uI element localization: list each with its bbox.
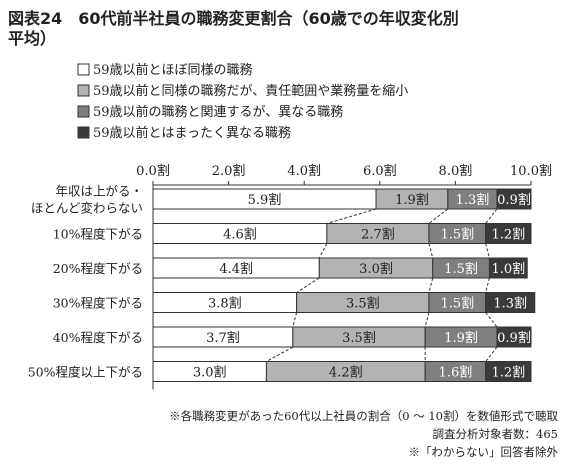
bar-label-r2-s0: 4.4割: [219, 261, 253, 277]
bar-label-r1-s0: 4.6割: [223, 227, 257, 243]
legend-label-1: 59歳以前と同様の職務だが、責任範囲や業務量を縮小: [93, 83, 408, 99]
bar-label-r2-s3: 1.0割: [491, 261, 525, 277]
bar-label-r1-s1: 2.7割: [361, 227, 395, 243]
bar-label-r0-s0: 5.9割: [248, 192, 282, 208]
bar-label-r3-s1: 3.5割: [346, 296, 380, 312]
bar-label-r3-s3: 1.3割: [493, 296, 527, 312]
connector-r4-b1: [266, 346, 294, 362]
category-label-2-0: 20%程度下がる: [53, 261, 143, 276]
series-connectors: [266, 208, 498, 362]
bar-label-r5-s2: 1.6割: [439, 365, 473, 381]
category-label-4-0: 40%程度下がる: [53, 330, 143, 345]
x-tick-label-1: 2.0割: [212, 163, 246, 179]
bar-label-r5-s0: 3.0割: [193, 365, 227, 381]
connector-r3-b3: [485, 312, 498, 328]
bar-r5-s3: [485, 361, 532, 382]
bar-r0-s3: [496, 188, 532, 210]
bar-label-r4-s3: 0.9割: [497, 330, 531, 346]
connector-r4-b3: [485, 346, 498, 362]
footnote-0: ※各職務変更があった60代以上社員の割合（0 ～ 10割）を数値形式で聴取: [169, 409, 558, 423]
bar-r1-s3: [485, 223, 532, 244]
bar-r4-s3: [496, 326, 532, 348]
x-tick-label-4: 8.0割: [439, 163, 473, 179]
bar-label-r2-s2: 1.5割: [444, 261, 478, 277]
connector-r0-b2: [428, 208, 449, 224]
category-label-0-0: 年収は上がる・: [55, 184, 143, 199]
connector-r2-b3: [485, 277, 490, 293]
bar-label-r5-s1: 4.2割: [329, 365, 363, 381]
footnotes: ※各職務変更があった60代以上社員の割合（0 ～ 10割）を数値形式で聴取調査分…: [169, 409, 558, 459]
legend-swatch-0: [77, 63, 90, 76]
bar-label-r3-s0: 3.8割: [208, 296, 242, 312]
bar-r3-s3: [485, 292, 536, 313]
connector-r1-b2: [428, 243, 434, 259]
connector-r0-b3: [485, 208, 498, 224]
category-label-1-0: 10%程度下がる: [53, 227, 143, 242]
gridlines: [152, 184, 531, 390]
footnote-1: 調査分析対象者数：465: [433, 427, 558, 441]
bar-label-r4-s0: 3.7割: [206, 330, 240, 346]
connector-r2-b1: [296, 277, 320, 293]
x-axis: 0.0割 2.0割 4.0割 6.0割 8.0割 10.0割: [136, 163, 552, 185]
bar-label-r5-s3: 1.2割: [491, 365, 525, 381]
x-tick-label-3: 6.0割: [363, 163, 397, 179]
bar-label-r1-s2: 1.5割: [440, 227, 474, 243]
category-label-0-1: ほとんど変わらない: [31, 201, 143, 216]
bar-label-r0-s1: 1.9割: [395, 192, 429, 208]
legend-label-0: 59歳以前とほぼ同様の職務: [93, 62, 253, 78]
bar-label-r4-s1: 3.5割: [342, 330, 376, 346]
bar-label-r3-s2: 1.5割: [440, 296, 474, 312]
category-label-5-0: 50%程度以上下がる: [28, 365, 143, 380]
legend-swatch-2: [77, 105, 90, 118]
legend: 59歳以前とほぼ同様の職務 59歳以前と同様の職務だが、責任範囲や業務量を縮小 59…: [77, 62, 408, 141]
x-tick-label-5: 10.0割: [510, 163, 552, 179]
legend-swatch-1: [77, 84, 90, 97]
connector-r1-b3: [485, 243, 490, 259]
bar-label-r1-s3: 1.2割: [491, 227, 525, 243]
title-line-1: 平均）: [8, 29, 56, 48]
connector-r0-b1: [326, 208, 377, 224]
footnote-2: ※「わからない」回答者除外: [409, 445, 559, 459]
bar-label-r2-s1: 3.0割: [359, 261, 393, 277]
legend-label-2: 59歳以前の職務と関連するが、異なる職務: [93, 104, 343, 120]
connector-r1-b1: [318, 243, 328, 259]
x-tick-label-2: 4.0割: [287, 163, 321, 179]
legend-label-3: 59歳以前とはまったく異なる職務: [93, 125, 291, 141]
bars: 5.9割 1.9割 1.3割 0.9割 4.6割 2.7割 1.5割 1.2割 4.4割 3.0割…: [152, 188, 536, 382]
title-line-0: 図表24 60代前半社員の職務変更割合（60歳での年収変化別: [8, 9, 459, 28]
connector-r3-b2: [424, 312, 430, 328]
connector-r3-b1: [292, 312, 298, 328]
x-tick-label-0: 0.0割: [136, 163, 170, 179]
bar-label-r0-s2: 1.3割: [456, 192, 490, 208]
bar-r2-s3: [488, 257, 528, 279]
category-label-3-0: 30%程度下がる: [53, 296, 143, 311]
connector-r2-b2: [428, 277, 434, 293]
category-labels: 年収は上がる・ほとんど変わらない 10%程度下がる 20%程度下がる 30%程度下がる…: [28, 184, 143, 380]
legend-swatch-3: [77, 126, 90, 139]
bar-label-r4-s2: 1.9割: [444, 330, 478, 346]
bar-label-r0-s3: 0.9割: [497, 192, 531, 208]
